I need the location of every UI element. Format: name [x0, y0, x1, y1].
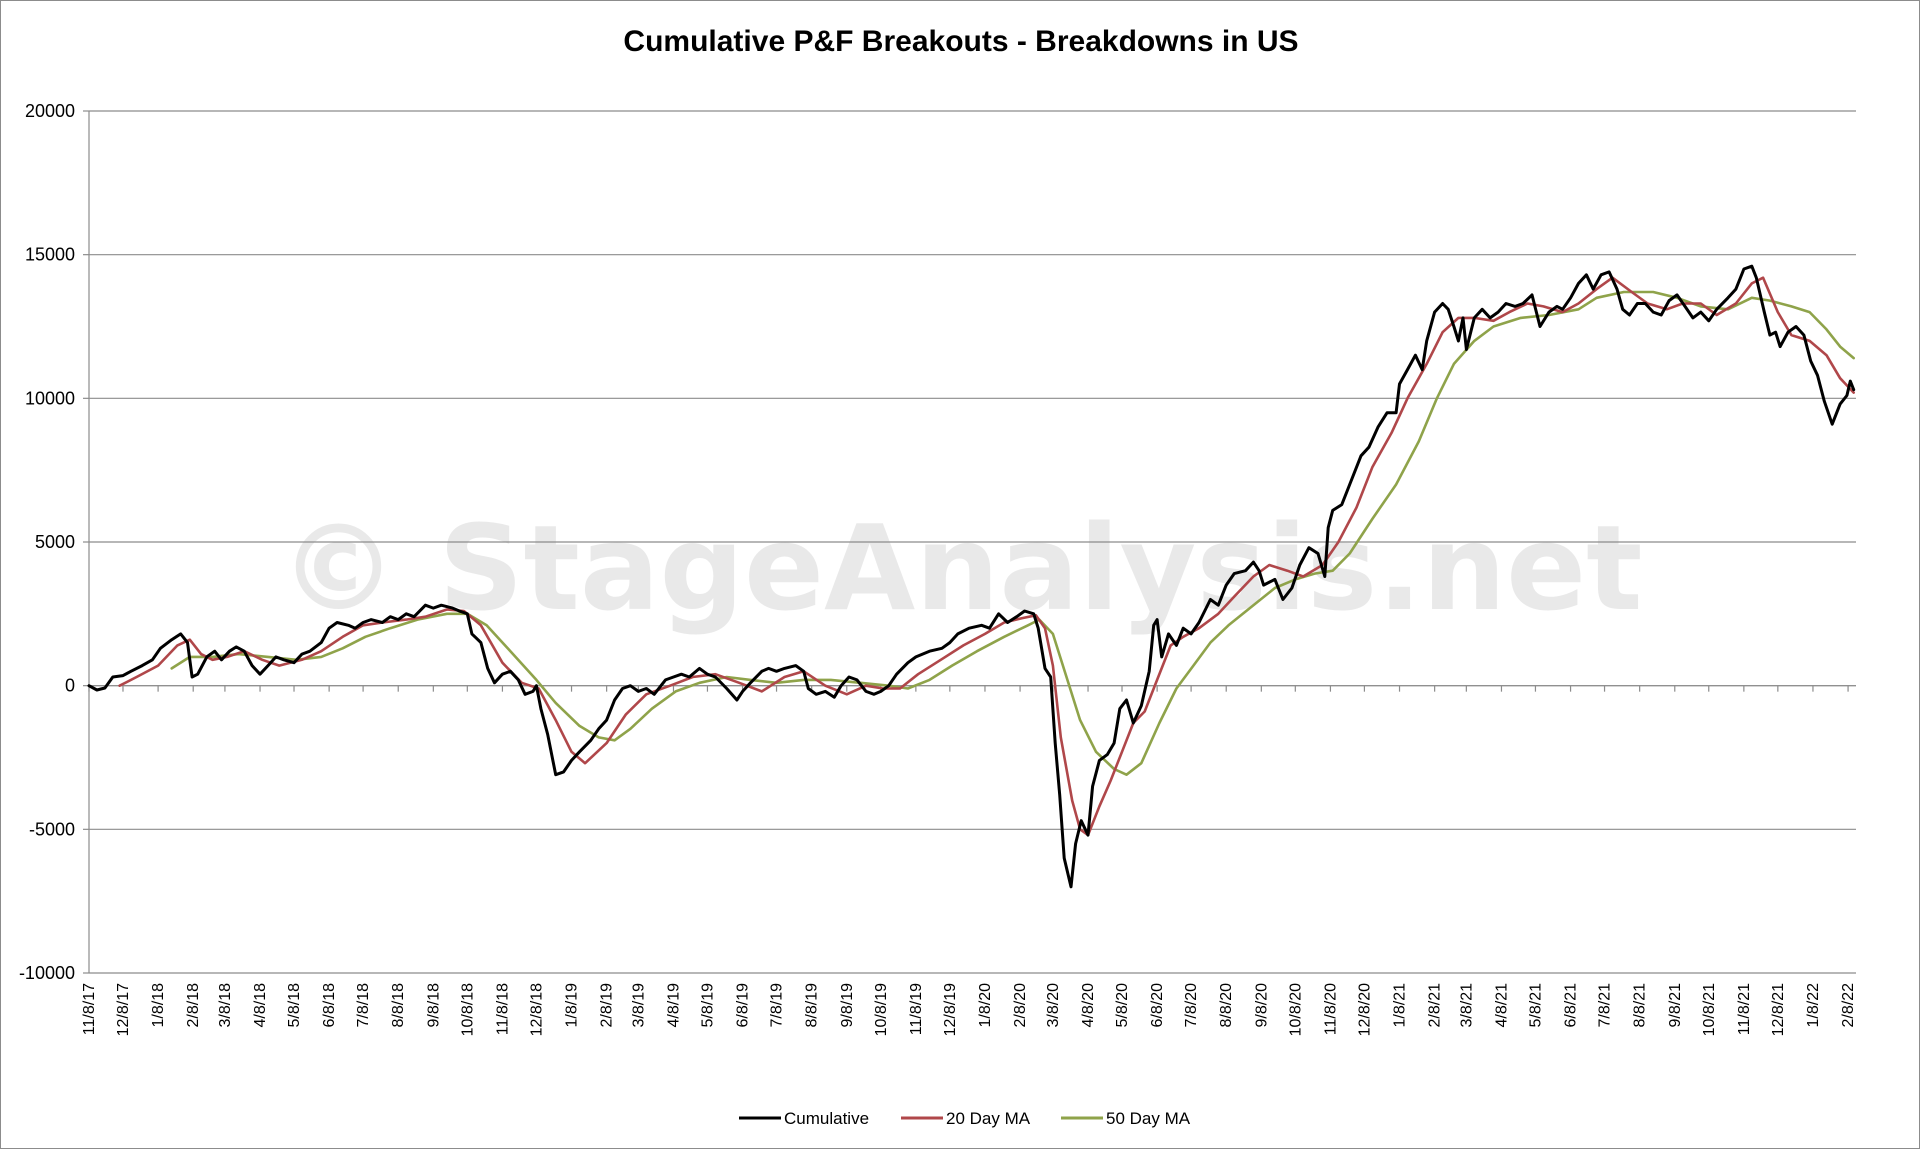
- x-tick-label: 1/8/19: [564, 983, 581, 1028]
- x-tick-label: 9/8/19: [839, 983, 856, 1028]
- x-tick-label: 8/8/18: [390, 983, 407, 1028]
- x-tick-label: 1/8/22: [1805, 983, 1822, 1028]
- y-tick-label: 10000: [25, 388, 75, 408]
- x-tick-label: 10/8/18: [459, 983, 476, 1036]
- watermark: © StageAnalysis.net: [279, 499, 1642, 637]
- x-tick-label: 2/8/22: [1840, 983, 1857, 1028]
- x-tick-label: 4/8/19: [665, 983, 682, 1028]
- x-tick-label: 1/8/20: [977, 983, 994, 1028]
- x-tick-label: 2/8/21: [1427, 983, 1444, 1028]
- x-tick-label: 12/8/21: [1770, 983, 1787, 1036]
- y-axis-ticks: -10000 -5000 0 5000 10000 15000 20000: [19, 101, 75, 983]
- x-tick-label: 1/8/18: [150, 983, 167, 1028]
- x-tick-label: 10/8/20: [1287, 983, 1304, 1036]
- y-tick-label: 20000: [25, 101, 75, 121]
- x-tick-label: 9/8/18: [425, 983, 442, 1028]
- y-tick-label: 0: [65, 676, 75, 696]
- x-tick-label: 3/8/20: [1045, 983, 1062, 1028]
- y-tick-label: -10000: [19, 963, 75, 983]
- x-tick-label: 10/8/19: [873, 983, 890, 1036]
- x-tick-label: 8/8/19: [804, 983, 821, 1028]
- x-tick-label: 6/8/20: [1149, 983, 1166, 1028]
- x-tick-label: 5/8/18: [286, 983, 303, 1028]
- x-tick-label: 12/8/19: [942, 983, 959, 1036]
- y-tick-label: 15000: [25, 245, 75, 265]
- series-line-cumulative: [87, 264, 1856, 889]
- x-tick-label: 6/8/19: [735, 983, 752, 1028]
- x-tick-label: 2/8/20: [1012, 983, 1029, 1028]
- x-tick-label: 7/8/21: [1597, 983, 1614, 1028]
- x-tick-label: 2/8/18: [185, 983, 202, 1028]
- x-tick-label: 3/8/21: [1458, 983, 1475, 1028]
- gridlines: [89, 110, 1856, 830]
- legend: Cumulative 20 Day MA 50 Day MA: [739, 1109, 1191, 1128]
- x-tick-label: 5/8/19: [699, 983, 716, 1028]
- x-tick-label: 1/8/21: [1392, 983, 1409, 1028]
- x-tick-label: 9/8/20: [1253, 983, 1270, 1028]
- x-tick-label: 7/8/19: [769, 983, 786, 1028]
- x-tick-label: 6/8/21: [1563, 983, 1580, 1028]
- x-tick-label: 4/8/21: [1493, 983, 1510, 1028]
- x-tick-label: 8/8/21: [1632, 983, 1649, 1028]
- x-tick-label: 12/8/17: [115, 983, 132, 1036]
- x-tick-label: 11/8/21: [1736, 983, 1753, 1035]
- x-tick-label: 3/8/19: [630, 983, 647, 1028]
- x-tick-label: 11/8/17: [81, 983, 98, 1035]
- chart-title: Cumulative P&F Breakouts - Breakdowns in…: [623, 25, 1298, 58]
- x-tick-label: 11/8/19: [908, 983, 925, 1035]
- x-tick-label: 5/8/20: [1114, 983, 1131, 1028]
- x-tick-label: 10/8/21: [1701, 983, 1718, 1036]
- series-lines: [87, 264, 1856, 889]
- series-line-50-day-ma: [170, 290, 1855, 776]
- x-tick-label: 7/8/18: [355, 983, 372, 1028]
- x-tick-label: 6/8/18: [321, 983, 338, 1028]
- x-tick-label: 12/8/20: [1356, 983, 1373, 1036]
- x-tick-label: 12/8/18: [528, 983, 545, 1036]
- x-tick-label: 3/8/18: [217, 983, 234, 1028]
- y-tick-label: -5000: [29, 819, 75, 839]
- x-tick-label: 4/8/18: [252, 983, 269, 1028]
- x-tick-label: 5/8/21: [1527, 983, 1544, 1028]
- legend-label: 20 Day MA: [946, 1109, 1031, 1128]
- series-line-20-day-ma: [118, 276, 1855, 837]
- x-tick-label: 8/8/20: [1218, 983, 1235, 1028]
- axes: [83, 110, 1856, 974]
- x-tick-label: 2/8/19: [599, 983, 616, 1028]
- x-axis-ticks: 11/8/17 12/8/17 1/8/18 2/8/18 3/8/18 4/8/18 5/…: [81, 983, 1857, 1036]
- x-tick-label: 11/8/18: [494, 983, 511, 1035]
- x-tick-label: 9/8/21: [1667, 983, 1684, 1028]
- legend-label: 50 Day MA: [1106, 1109, 1191, 1128]
- x-tick-label: 4/8/20: [1080, 983, 1097, 1028]
- x-tick-label: 11/8/20: [1322, 983, 1339, 1035]
- x-tick-label: 7/8/20: [1183, 983, 1200, 1028]
- y-tick-label: 5000: [35, 532, 75, 552]
- legend-label: Cumulative: [784, 1109, 869, 1128]
